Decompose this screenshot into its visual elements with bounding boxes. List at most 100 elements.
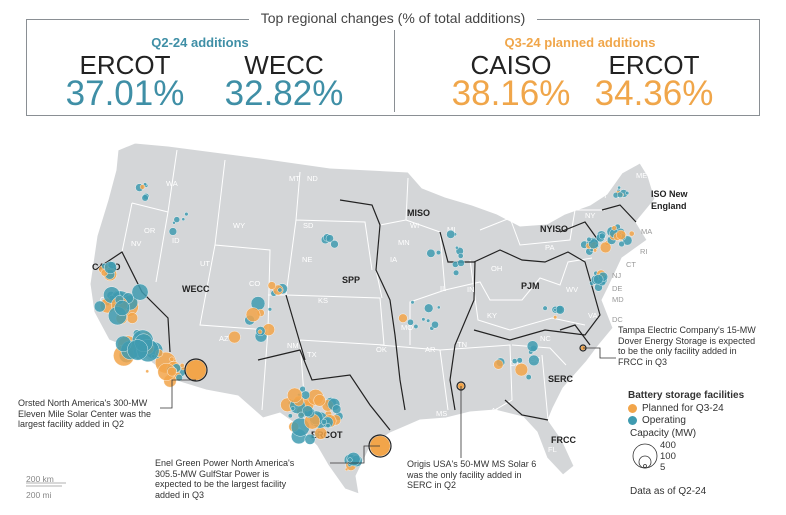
facility-bubble — [302, 405, 314, 417]
scale-mi-label: 200 mi — [26, 490, 52, 500]
state-label-al: AL — [491, 406, 500, 415]
highlighted-facilities — [184, 344, 587, 458]
state-label-ar: AR — [425, 345, 436, 354]
legend-operating: Operating — [628, 415, 686, 426]
q3-region-2-name: ERCOT — [608, 50, 700, 80]
facility-bubble — [511, 358, 518, 364]
state-label-me: ME — [636, 171, 647, 180]
facility-bubble — [173, 216, 181, 223]
facility-bubble — [321, 418, 327, 425]
state-label-or: OR — [144, 226, 156, 235]
state-label-ma: MA — [641, 227, 652, 236]
state-label-ri: RI — [640, 247, 648, 256]
facility-bubble — [628, 230, 635, 237]
iso-label-ercot: ERCOT — [311, 430, 343, 440]
state-label-ks: KS — [318, 296, 328, 305]
facility-bubble — [618, 240, 625, 248]
annotation-tampa-line-3: to be the only facility added in — [618, 346, 737, 356]
facility-bubble — [167, 366, 177, 377]
annotation-enel: Enel Green Power North America's 305.5-M… — [155, 458, 294, 500]
facility-bubble — [599, 241, 612, 254]
state-label-in: IN — [467, 285, 475, 294]
q2-region-2-name: WECC — [244, 50, 324, 80]
facility-bubble — [325, 234, 334, 243]
facility-bubble — [436, 305, 441, 310]
q3-planned-label: Q3-24 planned additions — [504, 35, 656, 50]
facility-bubble — [421, 317, 426, 322]
facility-bubble — [330, 240, 339, 249]
legend-planned-swatch — [628, 404, 637, 413]
facility-bubble — [304, 433, 316, 445]
annotation-enel-line-2: 305.5-MW GulfStar Power is — [155, 468, 270, 479]
iso-labels: CAISO WECC SPP MISO ERCOT PJM NYISO ISO … — [92, 189, 689, 445]
state-label-tx: TX — [307, 350, 317, 359]
highlight-origis — [456, 381, 466, 391]
legend-planned: Planned for Q3-24 — [628, 403, 724, 414]
legend-capacity-5: 5 — [660, 462, 666, 473]
facility-bubble — [457, 253, 464, 259]
q3-region-1-value: 38.16% — [451, 74, 571, 113]
state-label-wi: WI — [410, 221, 419, 230]
facility-bubble — [104, 261, 117, 274]
facility-bubble — [424, 303, 434, 313]
iso-label-isone-1: ISO New — [651, 189, 689, 199]
q2-region-2-value: 32.82% — [224, 74, 344, 113]
facility-bubble — [267, 307, 273, 312]
state-label-de: DE — [612, 284, 622, 293]
summary-divider — [394, 30, 395, 112]
facility-bubble — [555, 305, 565, 315]
facility-bubble — [514, 363, 529, 377]
annotation-leaders — [160, 347, 616, 464]
iso-label-nyiso: NYISO — [540, 224, 568, 234]
state-label-nm: NM — [287, 341, 299, 350]
facility-bubble — [436, 250, 442, 256]
state-label-mo: MO — [401, 323, 413, 332]
facility-bubble — [184, 212, 189, 217]
facility-bubble — [526, 340, 539, 352]
state-label-fl: FL — [548, 445, 557, 454]
facility-bubble — [617, 185, 621, 190]
facility-bubble — [598, 232, 606, 240]
facility-bubble — [267, 281, 276, 290]
state-label-dc: DC — [612, 315, 623, 324]
scale-km-label: 200 km — [26, 474, 54, 484]
state-label-nd: ND — [307, 174, 318, 183]
facility-bubble — [314, 426, 328, 440]
state-label-wy: WY — [233, 221, 245, 230]
facility-bubble — [426, 248, 436, 258]
facility-bubble — [398, 313, 408, 323]
annotation-enel-line-4: added in Q3 — [155, 489, 205, 500]
facility-bubble — [325, 423, 331, 429]
facility-bubble — [542, 305, 548, 311]
facility-bubble — [114, 300, 131, 316]
state-label-ne: NE — [302, 255, 312, 264]
state-label-ut: UT — [200, 259, 210, 268]
facility-bubble — [593, 274, 604, 285]
q2-region-1-name: ERCOT — [79, 50, 171, 80]
annotation-tampa-line-4: FRCC in Q3 — [618, 356, 668, 367]
capacity-circle-5 — [643, 464, 647, 468]
annotation-origis-line-1: Origis USA's 50-MW MS Solar 6 — [407, 459, 537, 469]
facility-bubble — [586, 236, 592, 242]
facility-bubble — [346, 452, 361, 467]
state-label-ms: MS — [436, 409, 447, 418]
state-label-co: CO — [249, 279, 260, 288]
q2-region-1-value: 37.01% — [65, 74, 185, 113]
iso-label-frcc: FRCC — [551, 435, 576, 445]
state-label-md: MD — [612, 295, 624, 304]
state-label-vt: VT — [598, 191, 608, 200]
facility-bubble — [179, 363, 185, 368]
state-label-pa: PA — [545, 243, 554, 252]
state-label-id: ID — [172, 236, 180, 245]
facility-bubble — [257, 329, 263, 335]
state-label-wv: WV — [566, 285, 578, 294]
facility-bubble — [455, 245, 459, 250]
facility-bubble — [175, 374, 183, 382]
annotation-orsted-line-2: Eleven Mile Solar Center was the — [18, 408, 152, 419]
highlight-tampa — [579, 344, 587, 352]
facility-bubble — [553, 315, 558, 320]
facility-bubble — [588, 238, 599, 250]
data-as-of-note: Data as of Q2-24 — [630, 486, 707, 497]
legend-operating-label: Operating — [642, 415, 686, 426]
